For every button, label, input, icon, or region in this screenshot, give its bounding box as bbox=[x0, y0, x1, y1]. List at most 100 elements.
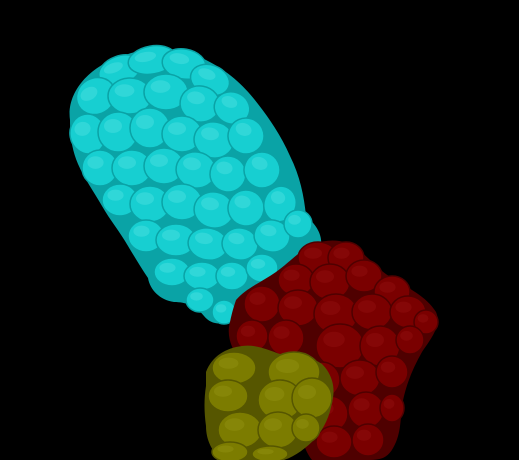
red-lobe bbox=[347, 391, 385, 429]
cyan-lobe-highlight bbox=[250, 258, 266, 269]
olive-lobe-highlight bbox=[257, 448, 274, 455]
cyan-lobe-highlight bbox=[136, 115, 154, 129]
red-lobe bbox=[413, 309, 439, 335]
cyan-lobe-highlight bbox=[169, 53, 190, 65]
cyan-lobe-highlight bbox=[288, 214, 301, 225]
cyan-lobe-highlight bbox=[159, 262, 176, 273]
cyan-lobe-highlight bbox=[194, 232, 213, 245]
red-lobe bbox=[243, 285, 281, 323]
cyan-lobe-highlight bbox=[220, 266, 236, 277]
cyan-lobe-highlight bbox=[107, 189, 124, 201]
cyan-lobe-highlight bbox=[103, 62, 123, 74]
cyan-lobe bbox=[183, 261, 221, 291]
cyan-lobe-highlight bbox=[201, 197, 219, 211]
red-lobe-highlight bbox=[400, 330, 413, 341]
cyan-lobe bbox=[243, 151, 281, 189]
olive-lobe bbox=[291, 413, 321, 443]
cyan-lobe-highlight bbox=[168, 190, 186, 203]
cyan-lobe bbox=[221, 227, 259, 261]
cyan-lobe-highlight bbox=[260, 224, 277, 237]
cyan-lobe-highlight bbox=[114, 84, 135, 97]
cyan-lobe-highlight bbox=[134, 51, 157, 63]
red-lobe bbox=[395, 325, 425, 355]
red-lobe-highlight bbox=[380, 361, 396, 373]
cyan-lobe-highlight bbox=[187, 91, 205, 105]
cyan-lobe-highlight bbox=[150, 80, 171, 93]
olive-lobe bbox=[207, 379, 249, 413]
cyan-lobe-highlight bbox=[87, 156, 104, 169]
red-lobe-highlight bbox=[323, 331, 345, 348]
red-lobe-highlight bbox=[358, 300, 376, 313]
red-lobe-highlight bbox=[417, 314, 429, 323]
dark-red-cluster bbox=[228, 240, 439, 460]
red-lobe-highlight bbox=[333, 247, 350, 259]
red-lobe-highlight bbox=[395, 301, 412, 313]
cyan-lobe-highlight bbox=[104, 119, 122, 133]
cyan-lobe-highlight bbox=[198, 68, 216, 80]
olive-lobe-highlight bbox=[217, 445, 234, 453]
cyan-lobe-highlight bbox=[235, 122, 252, 136]
cyan-lobe-highlight bbox=[251, 156, 268, 170]
red-lobe-highlight bbox=[356, 429, 372, 441]
red-lobe bbox=[345, 259, 383, 293]
olive-lobe-highlight bbox=[296, 418, 309, 429]
red-lobe-highlight bbox=[240, 325, 256, 337]
cyan-lobe-highlight bbox=[168, 122, 186, 135]
olive-lobe bbox=[211, 441, 249, 460]
cyan-lobe-highlight bbox=[228, 232, 245, 245]
red-lobe-highlight bbox=[366, 333, 384, 347]
red-lobe-highlight bbox=[346, 366, 364, 379]
red-lobe bbox=[351, 293, 393, 331]
cyan-lobe-highlight bbox=[136, 192, 154, 205]
cyan-lobe bbox=[227, 189, 265, 227]
olive-lobe-highlight bbox=[224, 418, 245, 431]
cyan-lobe-highlight bbox=[216, 161, 233, 175]
cyan-lobe bbox=[185, 287, 215, 313]
red-lobe-highlight bbox=[320, 301, 341, 315]
cyan-lobe bbox=[215, 261, 249, 291]
olive-lobe-highlight bbox=[214, 385, 232, 397]
cyan-lobe bbox=[253, 219, 291, 253]
olive-lobe-highlight bbox=[264, 387, 285, 401]
olive-lobe bbox=[291, 377, 333, 419]
red-lobe-highlight bbox=[249, 292, 266, 305]
red-lobe-highlight bbox=[321, 431, 338, 443]
cyan-lobe bbox=[283, 209, 313, 239]
cyan-lobe-highlight bbox=[80, 86, 98, 101]
cyan-lobe-highlight bbox=[183, 157, 201, 171]
cyan-lobe-highlight bbox=[133, 225, 150, 237]
olive-lobe-highlight bbox=[218, 357, 239, 369]
cyan-lobe-highlight bbox=[150, 154, 168, 167]
cyan-lobe bbox=[227, 117, 265, 155]
olive-lobe bbox=[251, 445, 289, 460]
red-lobe-highlight bbox=[283, 269, 300, 281]
red-lobe bbox=[351, 423, 385, 457]
olive-lobe bbox=[211, 351, 257, 385]
cyan-lobe-highlight bbox=[270, 191, 286, 204]
red-lobe bbox=[379, 393, 405, 423]
cyan-lobed-body bbox=[69, 44, 322, 325]
cyan-lobe-highlight bbox=[234, 195, 251, 209]
cyan-lobe-highlight bbox=[221, 96, 238, 108]
cyan-lobe-highlight bbox=[189, 266, 206, 277]
cyan-lobe-highlight bbox=[201, 127, 219, 141]
red-lobe-highlight bbox=[351, 265, 368, 277]
red-lobe bbox=[375, 355, 409, 389]
red-lobe-highlight bbox=[383, 398, 395, 409]
cyan-lobe bbox=[213, 91, 251, 125]
cyan-lobe-highlight bbox=[118, 156, 136, 169]
olive-lobe-highlight bbox=[275, 359, 300, 373]
red-lobe-highlight bbox=[304, 247, 322, 259]
olive-cluster bbox=[204, 345, 334, 460]
red-lobe bbox=[267, 319, 305, 357]
red-lobe-highlight bbox=[284, 296, 302, 309]
cyan-lobe-highlight bbox=[74, 121, 91, 136]
red-lobe-highlight bbox=[379, 281, 396, 293]
olive-lobe-highlight bbox=[298, 385, 316, 399]
olive-lobe-highlight bbox=[264, 418, 282, 431]
cyan-lobe-highlight bbox=[215, 304, 227, 313]
cyan-lobe-highlight bbox=[190, 292, 203, 301]
red-lobe-highlight bbox=[353, 398, 370, 411]
red-lobe-highlight bbox=[316, 270, 334, 283]
